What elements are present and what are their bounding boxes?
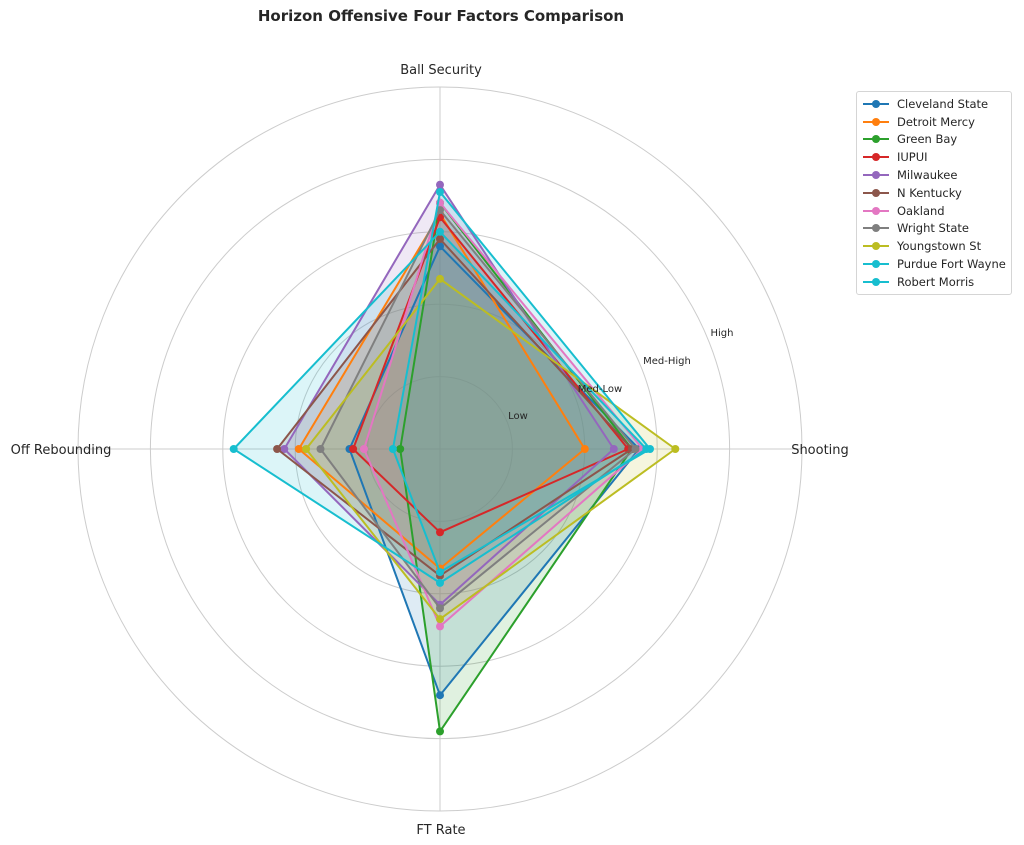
legend-label: Robert Morris [897,274,975,289]
legend-label: Purdue Fort Wayne [897,257,1006,272]
series-area [298,213,585,569]
axis-label-ball-security: Ball Security [400,63,482,78]
legend-marker-icon [863,134,889,144]
radial-tick-label: High [711,328,734,339]
data-point [580,445,589,453]
legend-label: Green Bay [897,132,958,147]
legend-item-purdue-fort-wayne[interactable]: Purdue Fort Wayne [857,255,1011,273]
legend-marker-icon [863,99,889,109]
data-point [436,578,444,587]
legend-label: Detroit Mercy [897,114,975,129]
legend-label: Wright State [897,221,969,236]
radial-tick-label: Low [508,411,528,422]
legend-item-wright-state[interactable]: Wright State [857,220,1011,238]
legend-label: Cleveland State [897,96,989,111]
legend-label: IUPUI [897,150,928,165]
legend-marker-icon [863,188,889,198]
data-point [294,445,303,453]
legend-marker-icon [863,277,889,287]
legend-item-n-kentucky[interactable]: N Kentucky [857,184,1011,202]
data-point [436,691,444,700]
data-point [642,445,651,453]
legend-item-detroit-mercy[interactable]: Detroit Mercy [857,113,1011,131]
data-point [280,445,289,453]
legend-label: Oakland [897,203,945,218]
legend-label: N Kentucky [897,185,962,200]
chart-title: Horizon Offensive Four Factors Compariso… [258,7,624,25]
data-point [349,445,358,453]
legend-label: Milwaukee [897,168,958,183]
series-lines [229,180,680,736]
series-area [364,202,643,627]
radial-tick-label: Med-High [643,356,691,367]
data-point [273,445,282,453]
series-area [284,184,614,605]
data-point [229,445,238,453]
legend-item-milwaukee[interactable]: Milwaukee [857,166,1011,184]
data-point [396,445,405,453]
series-robert-morris [229,227,651,587]
series-area [400,202,632,732]
data-point [436,235,444,243]
legend-marker-icon [863,259,889,269]
data-point [609,445,618,453]
data-point [436,727,444,736]
axis-label-shooting: Shooting [791,443,849,458]
data-point [436,604,444,613]
data-point [671,445,680,453]
legend-marker-icon [863,170,889,180]
legend-item-iupui[interactable]: IUPUI [857,148,1011,166]
legend-item-green-bay[interactable]: Green Bay [857,131,1011,149]
legend-marker-icon [863,206,889,216]
legend-item-oakland[interactable]: Oakland [857,202,1011,220]
data-point [631,445,640,453]
data-point [436,622,444,631]
data-point [360,445,368,453]
series-area [320,210,636,609]
data-point [436,188,444,196]
legend-marker-icon [863,223,889,233]
data-point [436,568,444,577]
data-point [436,615,444,624]
axis-label-ft-rate: FT Rate [416,823,465,838]
data-point [436,227,444,236]
data-point [436,242,444,251]
chart-legend: Cleveland State Detroit Mercy Green Bay … [856,91,1012,295]
legend-marker-icon [863,152,889,162]
series-iupui [349,213,633,537]
legend-item-robert-morris[interactable]: Robert Morris [857,273,1011,291]
data-point [436,180,444,189]
data-point [388,445,397,453]
legend-label: Youngstown St [897,239,982,254]
axis-label-off-rebounding: Off Rebounding [11,443,112,458]
legend-item-youngstown-st[interactable]: Youngstown St [857,237,1011,255]
radial-tick-label: Med-Low [578,384,622,395]
data-point [436,528,444,537]
series-youngstown-st [302,274,680,624]
data-point [302,445,311,453]
legend-marker-icon [863,241,889,251]
data-point [436,274,444,283]
axis-labels: Ball Security Shooting FT Rate Off Rebou… [11,63,849,838]
data-point [316,445,325,453]
legend-item-cleveland-state[interactable]: Cleveland State [857,95,1011,113]
radial-tick-labels: Low Med-Low Med-High High [508,328,733,422]
legend-marker-icon [863,117,889,127]
series-area [392,192,650,573]
